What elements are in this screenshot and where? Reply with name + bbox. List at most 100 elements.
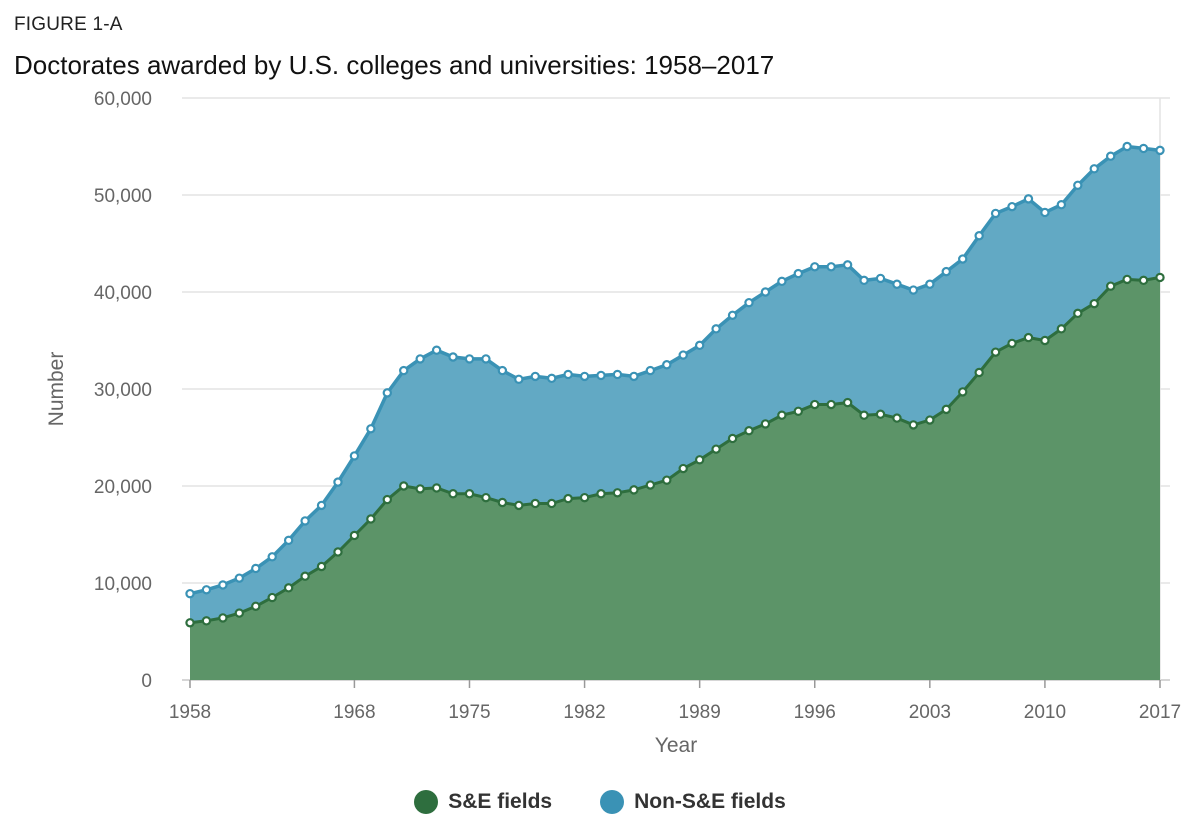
point-non-se xyxy=(629,371,639,382)
point-se xyxy=(1089,298,1099,309)
point-non-se xyxy=(694,340,705,351)
point-non-se xyxy=(1073,180,1083,190)
point-non-se xyxy=(366,424,376,434)
point-non-se xyxy=(300,516,310,526)
point-se xyxy=(283,583,294,593)
point-se xyxy=(892,413,902,423)
point-se xyxy=(711,444,721,454)
point-non-se xyxy=(201,585,212,595)
y-tick-label: 30,000 xyxy=(94,380,152,401)
legend-dot-nonse xyxy=(600,790,625,814)
point-non-se xyxy=(333,477,343,487)
point-non-se xyxy=(497,365,508,376)
x-tick-label: 2003 xyxy=(909,702,951,723)
point-se xyxy=(546,498,557,509)
point-non-se xyxy=(645,365,656,376)
point-se xyxy=(415,484,425,494)
y-axis: 0 10,000 20,000 30,000 40,000 50,000 60,000 xyxy=(94,89,152,692)
point-non-se xyxy=(793,268,804,279)
point-non-se xyxy=(990,208,1001,219)
point-se xyxy=(1023,332,1034,343)
data-points xyxy=(185,141,1165,628)
point-non-se xyxy=(1007,201,1017,212)
point-se xyxy=(1073,308,1083,319)
point-se xyxy=(678,463,688,474)
point-se xyxy=(842,397,853,408)
point-se xyxy=(941,404,951,415)
point-non-se xyxy=(267,552,277,562)
point-non-se xyxy=(760,287,771,297)
point-non-se xyxy=(185,588,195,599)
point-non-se xyxy=(1122,141,1132,152)
point-se xyxy=(464,489,475,499)
point-se xyxy=(760,419,771,429)
point-non-se xyxy=(612,369,623,380)
point-non-se xyxy=(925,279,935,289)
point-non-se xyxy=(563,369,573,380)
point-se xyxy=(251,601,261,611)
legend-label-se: S&E fields xyxy=(448,790,553,813)
point-se xyxy=(579,492,590,503)
point-se xyxy=(662,475,672,485)
point-non-se xyxy=(777,276,787,287)
point-non-se xyxy=(941,266,951,277)
y-tick-label: 20,000 xyxy=(94,477,152,498)
point-se xyxy=(201,616,212,626)
point-non-se xyxy=(349,451,360,461)
legend-dot-se xyxy=(414,790,439,814)
x-tick-label: 2010 xyxy=(1024,702,1066,723)
point-se xyxy=(563,493,573,504)
point-non-se xyxy=(859,275,869,286)
point-non-se xyxy=(399,365,409,376)
point-se xyxy=(612,488,623,498)
point-non-se xyxy=(711,324,721,334)
x-tick-label: 1975 xyxy=(448,702,490,723)
point-se xyxy=(497,497,508,508)
point-se xyxy=(316,561,327,572)
point-non-se xyxy=(1155,145,1165,156)
point-non-se xyxy=(1089,164,1099,174)
point-non-se xyxy=(875,273,886,284)
point-non-se xyxy=(448,352,458,362)
point-se xyxy=(1007,338,1017,349)
point-se xyxy=(1122,274,1132,285)
point-se xyxy=(218,613,228,623)
point-non-se xyxy=(596,370,606,381)
point-non-se xyxy=(810,262,820,272)
point-se xyxy=(234,608,245,618)
point-non-se xyxy=(958,254,968,264)
point-se xyxy=(349,530,360,541)
x-tick-label: 1989 xyxy=(679,702,721,723)
point-non-se xyxy=(514,374,524,384)
point-se xyxy=(333,547,343,557)
point-non-se xyxy=(481,354,491,364)
point-non-se xyxy=(892,279,902,289)
point-se xyxy=(1138,275,1149,286)
y-tick-label: 60,000 xyxy=(94,89,152,110)
x-tick-label: 1982 xyxy=(563,702,605,723)
point-se xyxy=(859,410,869,420)
point-non-se xyxy=(1040,207,1050,218)
x-axis: 1958 1968 1975 1982 1989 1996 2003 2010 2017 xyxy=(169,680,1181,723)
point-se xyxy=(366,514,376,524)
point-se xyxy=(530,498,540,509)
point-se xyxy=(925,415,935,425)
point-se xyxy=(744,426,754,436)
point-se xyxy=(596,489,606,499)
figure-label: FIGURE 1-A xyxy=(14,14,123,35)
point-se xyxy=(974,367,984,378)
point-se xyxy=(793,406,804,417)
area-non-se xyxy=(190,146,1160,623)
point-se xyxy=(645,480,656,490)
point-non-se xyxy=(826,262,836,272)
point-se xyxy=(1056,324,1067,334)
point-se xyxy=(267,592,277,603)
legend-item-nonse[interactable]: Non-S&E fields xyxy=(600,790,786,814)
point-non-se xyxy=(218,580,228,590)
legend-item-se[interactable]: S&E fields xyxy=(414,790,552,814)
point-se xyxy=(826,399,836,410)
point-se xyxy=(810,399,820,410)
point-se xyxy=(958,387,968,397)
point-non-se xyxy=(678,350,688,360)
